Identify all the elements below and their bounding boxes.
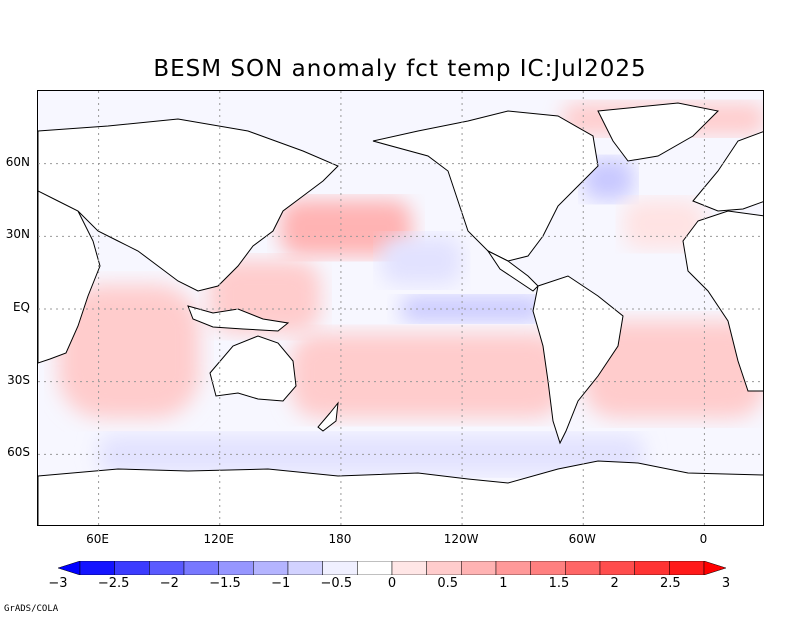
land-north-america	[372, 110, 599, 262]
lon-tick-label: 60E	[86, 532, 109, 546]
colorbar-swatch	[669, 561, 705, 575]
lon-tick-label: 180	[328, 532, 352, 546]
colorbar-swatch	[357, 561, 393, 575]
lat-tick-label: 30N	[5, 227, 30, 242]
land-central-america	[486, 249, 539, 292]
anomaly-labrador-cool	[583, 158, 634, 200]
colorbar-tick-label: −0.5	[320, 576, 353, 591]
colorbar-arrow-right	[703, 561, 726, 575]
anomaly-north-atlantic-warm	[623, 200, 705, 249]
map-title: BESM SON anomaly fct temp IC:Jul2025	[153, 56, 647, 82]
colorbar-swatch	[79, 561, 115, 575]
colorbar-tick-label: 1	[499, 576, 508, 591]
anomaly-south-atlantic-warm	[583, 321, 763, 418]
land-greenland	[597, 102, 720, 162]
colorbar-tick-label: 0.5	[437, 576, 458, 591]
land-europe	[692, 131, 763, 212]
credit-text: GrADS/COLA	[4, 604, 59, 614]
colorbar-tick-label: −1	[271, 576, 291, 591]
colorbar-arrow-left	[58, 561, 81, 575]
colorbar-swatch	[287, 561, 323, 575]
colorbar-tick-label: 2	[610, 576, 619, 591]
colorbar-tick-label: −2	[159, 576, 179, 591]
colorbar-swatch	[253, 561, 289, 575]
lat-tick-label: 30S	[7, 372, 30, 387]
colorbar-swatch	[461, 561, 497, 575]
colorbar-swatch	[495, 561, 531, 575]
colorbar-swatch	[391, 561, 427, 575]
land-maritime-continent	[187, 305, 290, 332]
colorbar-tick-label: 3	[721, 576, 731, 591]
colorbar-swatch	[218, 561, 254, 575]
graticule	[38, 91, 763, 525]
lon-tick-label: 120E	[203, 532, 235, 546]
lat-tick-label: 60N	[5, 154, 30, 169]
land-layer	[38, 102, 763, 525]
colorbar-tick-label: −2.5	[97, 576, 130, 591]
colorbar-swatch	[565, 561, 601, 575]
colorbar-swatch	[599, 561, 635, 575]
anomaly-northeast-pacific-cool	[381, 236, 463, 285]
anomaly-southern-ocean-cool	[98, 434, 644, 474]
colorbar-swatch	[634, 561, 670, 575]
land-asia	[38, 118, 339, 292]
map-frame	[37, 90, 764, 526]
colorbar-tick-label: 2.5	[659, 576, 681, 591]
land-south-america	[532, 275, 624, 445]
anomaly-south-pacific-warm	[290, 333, 564, 418]
lon-tick-label: 120W	[443, 532, 479, 546]
anomaly-north-pacific-warm	[280, 200, 412, 256]
land-africa-east	[682, 210, 763, 392]
colorbar-swatch	[322, 561, 358, 575]
colorbar	[58, 561, 726, 575]
lon-tick-label: 0	[699, 532, 708, 546]
land-antarctica	[38, 460, 763, 525]
colorbar-tick-label: 1.5	[548, 576, 570, 591]
colorbar-swatch	[149, 561, 185, 575]
anomaly-equatorial-pacific-cool	[401, 296, 543, 322]
land-new-zealand	[317, 401, 339, 432]
colorbar-tick-label: −1.5	[209, 576, 241, 591]
map-canvas	[38, 91, 763, 525]
colorbar-tick-label: −3	[48, 576, 68, 591]
colorbar-swatch	[114, 561, 150, 575]
anomaly-layer	[58, 103, 763, 474]
lat-tick-label: 60S	[7, 445, 30, 460]
colorbar-swatch	[426, 561, 462, 575]
lon-tick-label: 60W	[568, 532, 596, 546]
colorbar-swatch	[183, 561, 219, 575]
lat-tick-label: EQ	[12, 300, 30, 314]
land-australia	[209, 335, 297, 402]
anomaly-indian-ocean-warm	[58, 284, 200, 418]
colorbar-swatch	[530, 561, 566, 575]
colorbar-tick-label: 0	[387, 576, 397, 591]
